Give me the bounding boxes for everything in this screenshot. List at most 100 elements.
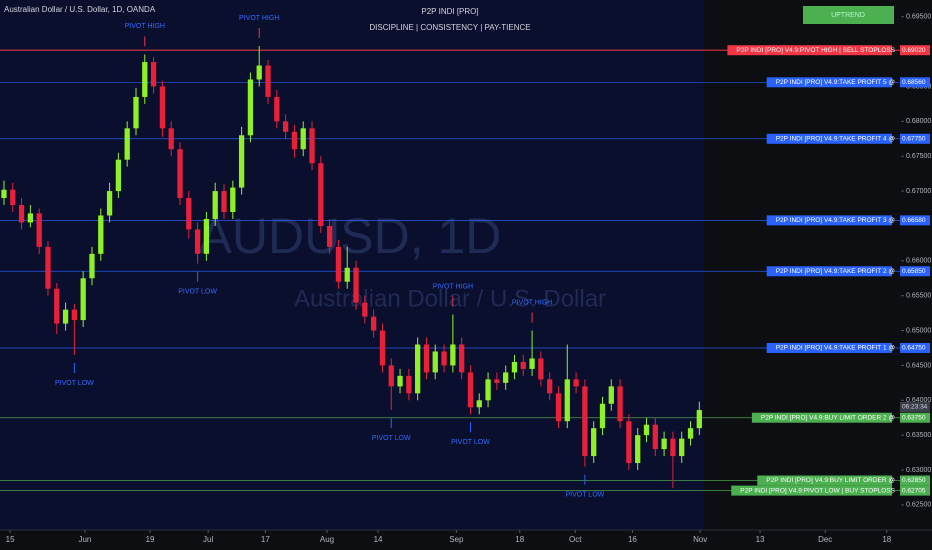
x-tick-label: Sep [449, 535, 464, 544]
candle-body [388, 365, 394, 387]
candle-body [608, 386, 614, 404]
candle-body [582, 386, 588, 457]
pivot-label: PIVOT HIGH [512, 299, 552, 306]
price-badge [900, 485, 930, 496]
candle-body [652, 424, 658, 450]
candle-body [98, 215, 104, 254]
candle-body [133, 96, 139, 129]
level-badge [766, 342, 892, 353]
level-label: P2P INDI [PRO] V4.9:PIVOT HIGH | SELL ST… [736, 47, 895, 54]
candle-body [511, 361, 518, 373]
countdown: 06:23:34 [902, 404, 928, 411]
pivot-label: PIVOT LOW [178, 288, 217, 295]
level-label: P2P INDI [PRO] V4.9:TAKE PROFIT 3 @ [776, 217, 896, 224]
y-tick-label: 0.67000 [906, 188, 931, 195]
level-label: P2P INDI [PRO] V4.9:TAKE PROFIT 5 @ [776, 79, 896, 86]
level-badge [731, 485, 892, 496]
candle-body [494, 379, 500, 383]
candle-body [564, 379, 570, 422]
candle-body [591, 428, 597, 457]
candle-body [168, 128, 174, 150]
candle-body [326, 225, 333, 247]
candle-body [309, 128, 315, 164]
candle-body [485, 379, 491, 401]
candle-body [661, 438, 667, 450]
level-label: P2P INDI [PRO] V4.9:PIVOT LOW | BUY STOP… [740, 487, 895, 494]
y-tick-label: 0.64000 [906, 397, 931, 404]
candle-body [687, 428, 694, 439]
price-badge-label: 0.62705 [902, 487, 926, 494]
y-tick-label: 0.66000 [906, 258, 931, 265]
pivot-label: PIVOT LOW [565, 491, 604, 498]
candle-body [142, 62, 148, 97]
candle-body [10, 189, 16, 206]
level-badge [751, 412, 892, 423]
candle-body [520, 361, 526, 369]
candle-body [274, 96, 280, 122]
price-badge-label: 0.67750 [902, 135, 926, 142]
level-badge [766, 133, 892, 144]
x-tick-label: Aug [320, 535, 334, 544]
candle-body [670, 438, 676, 457]
candle-body [115, 159, 122, 192]
candle-body [538, 358, 544, 380]
candle-body [679, 438, 685, 457]
candle-body [150, 62, 157, 87]
level-badge [757, 475, 892, 486]
x-tick-label: 14 [374, 535, 383, 544]
level-badge [766, 266, 892, 277]
x-tick-label: Jul [203, 535, 213, 544]
candle-body [432, 351, 438, 373]
candle-body [221, 191, 227, 212]
pivot-label: PIVOT HIGH [433, 283, 473, 290]
candle-body [247, 79, 254, 136]
x-tick-label: 19 [146, 535, 155, 544]
candle-body [397, 375, 403, 387]
candle-body [476, 400, 482, 408]
chart-title: P2P INDI [PRO] [421, 7, 478, 16]
candle-body [230, 187, 236, 212]
x-tick-label: 13 [756, 535, 765, 544]
price-badge-label: 0.68560 [902, 79, 926, 86]
y-tick-label: 0.68000 [906, 118, 931, 125]
candle-body [256, 65, 262, 80]
price-badge-label: 0.65850 [902, 268, 926, 275]
candle-body [1, 189, 7, 199]
candle-body [547, 379, 553, 394]
x-tick-label: 18 [882, 535, 891, 544]
candle-body [450, 344, 456, 366]
y-tick-label: 0.65000 [906, 327, 931, 334]
candle-body [635, 435, 641, 464]
candle-body [423, 344, 430, 373]
candle-body [54, 288, 60, 324]
candle-body [89, 253, 95, 279]
level-badge [766, 215, 892, 226]
candle-body [291, 131, 298, 150]
chart-subtitle: DISCIPLINE | CONSISTENCY | PAY-TIENCE [369, 23, 530, 32]
symbol-title: Australian Dollar / U.S. Dollar, 1D, OAN… [4, 5, 156, 14]
pivot-label: PIVOT HIGH [239, 15, 279, 22]
candle-body [45, 246, 51, 289]
y-tick-label: 0.63500 [906, 432, 931, 439]
x-tick-label: 15 [6, 535, 15, 544]
x-tick-label: Oct [569, 535, 582, 544]
candle-body [80, 278, 86, 321]
candle-body [599, 403, 606, 429]
pivot-label: PIVOT LOW [55, 380, 94, 387]
price-badge [900, 412, 930, 423]
candle-body [27, 213, 34, 223]
candle-body [282, 121, 289, 132]
candle-body [459, 344, 465, 373]
candle-body [529, 358, 535, 369]
y-tick-label: 0.63000 [906, 467, 931, 474]
watermark-sub: Australian Dollar / U.S. Dollar [294, 285, 606, 312]
x-tick-label: Nov [693, 535, 707, 544]
price-badge [900, 45, 930, 56]
candle-body [159, 86, 166, 129]
x-tick-label: 18 [515, 535, 524, 544]
price-badge-label: 0.66580 [902, 217, 926, 224]
candle-body [36, 213, 42, 247]
pivot-label: PIVOT LOW [372, 435, 411, 442]
candle-body [555, 393, 562, 422]
candle-body [573, 379, 579, 387]
